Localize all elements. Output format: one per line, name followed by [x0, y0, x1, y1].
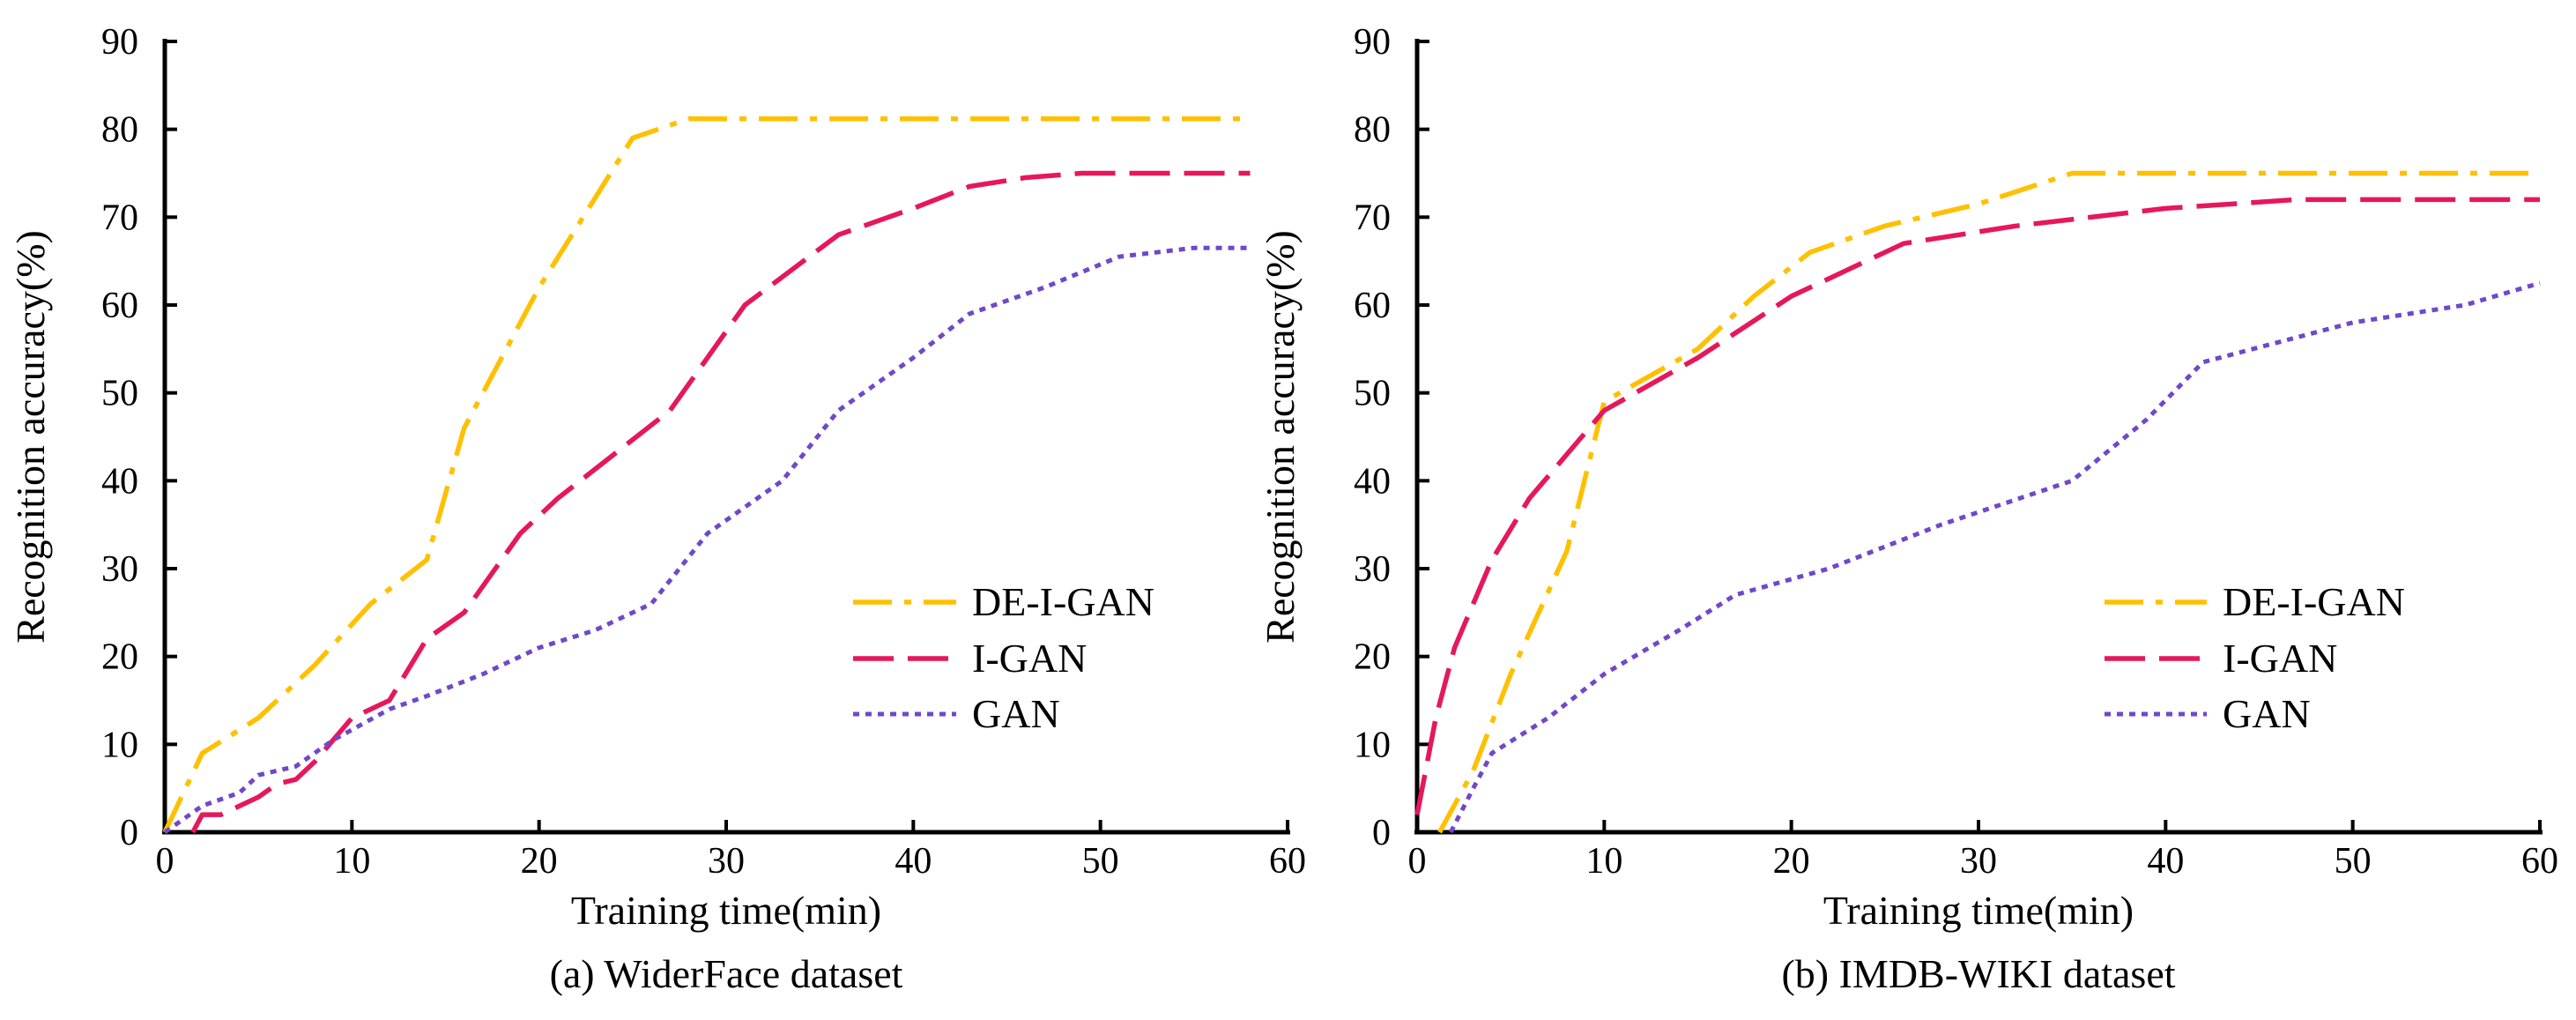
legend-item-i-gan: I-GAN [853, 636, 1087, 681]
legend-label: I-GAN [2223, 636, 2337, 681]
y-tick-label: 10 [101, 725, 138, 765]
y-tick-label: 70 [1354, 197, 1391, 238]
legend-item-i-gan: I-GAN [2105, 636, 2337, 681]
y-axis-title: Recognition accuracy(%) [8, 230, 53, 644]
chart-caption: (b) IMDB-WIKI dataset [1781, 951, 2175, 996]
legend-item-gan: GAN [853, 691, 1060, 736]
y-tick-label: 0 [1372, 813, 1391, 853]
x-tick-label: 0 [1408, 841, 1427, 882]
legend-label: I-GAN [972, 636, 1087, 681]
series-line-i-gan [1414, 197, 2540, 815]
x-tick-label: 20 [1773, 841, 1810, 882]
x-tick-label: 60 [1269, 841, 1306, 882]
legend-item-gan: GAN [2105, 691, 2311, 736]
series-line-gan [1448, 280, 2541, 834]
y-tick-label: 90 [101, 22, 138, 63]
chart-panel-a: 0 10 20 30 40 50 60 70 80 90 0 10 20 30 40 50 60 Training… [8, 22, 1306, 996]
y-tick-label: 40 [1354, 461, 1391, 502]
y-tick-label: 70 [101, 197, 138, 238]
legend-label: GAN [2223, 691, 2311, 736]
x-tick-label: 30 [708, 841, 745, 882]
y-tick-label: 60 [1354, 286, 1391, 326]
y-tick-label: 0 [120, 813, 138, 853]
legend-item-de-i-gan: DE-I-GAN [2105, 579, 2405, 624]
legend-label: DE-I-GAN [2223, 579, 2405, 624]
series-line-de-i-gan [162, 115, 1251, 834]
y-tick-label: 40 [101, 461, 138, 502]
x-axis-title: Training time(min) [571, 888, 881, 933]
y-axis-title: Recognition accuracy(%) [1258, 230, 1303, 644]
y-tick-label: 90 [1354, 22, 1391, 63]
legend-label: GAN [972, 691, 1060, 736]
y-tick-label: 50 [101, 374, 138, 414]
series-line-de-i-gan [1437, 170, 2540, 834]
x-tick-label: 10 [1585, 841, 1622, 882]
legend-label: DE-I-GAN [972, 579, 1154, 624]
legend-item-de-i-gan: DE-I-GAN [853, 579, 1154, 624]
y-tick-label: 30 [101, 549, 138, 590]
y-tick-label: 80 [1354, 110, 1391, 151]
series-line-gan [163, 245, 1251, 835]
x-tick-label: 50 [1082, 841, 1119, 882]
y-tick-label: 30 [1354, 549, 1391, 590]
x-tick-label: 30 [1960, 841, 1997, 882]
y-tick-label: 20 [101, 637, 138, 678]
y-tick-label: 10 [1354, 725, 1391, 765]
x-tick-label: 40 [895, 841, 932, 882]
y-tick-label: 60 [101, 286, 138, 326]
chart-caption: (a) WiderFace dataset [550, 951, 903, 996]
y-tick-label: 80 [101, 110, 138, 151]
x-axis-title: Training time(min) [1823, 888, 2134, 933]
x-tick-label: 20 [521, 841, 558, 882]
x-tick-label: 50 [2335, 841, 2372, 882]
chart-panel-b: 0 10 20 30 40 50 60 70 80 90 0 10 20 30 40 50 60 Training… [1258, 22, 2558, 996]
x-tick-label: 0 [156, 841, 174, 882]
series-line-i-gan [190, 170, 1251, 834]
x-tick-label: 60 [2521, 841, 2558, 882]
x-tick-label: 10 [333, 841, 370, 882]
y-tick-label: 50 [1354, 374, 1391, 414]
x-tick-label: 40 [2147, 841, 2184, 882]
y-tick-label: 20 [1354, 637, 1391, 678]
